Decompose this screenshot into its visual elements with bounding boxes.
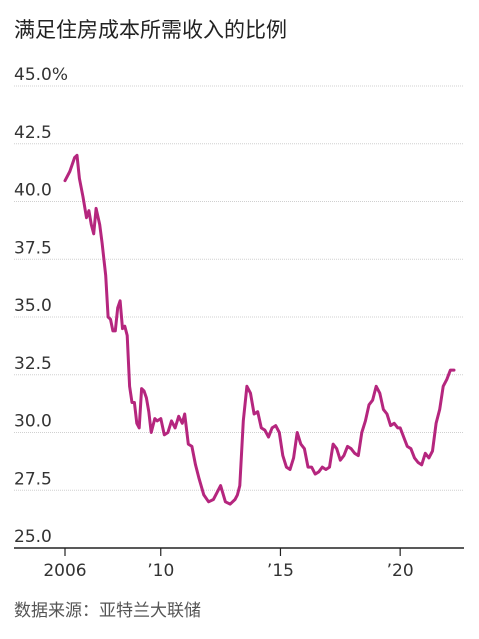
x-tick-label: ’20 [387, 561, 414, 581]
y-tick-label: 27.5 [14, 469, 52, 489]
y-tick-label: 32.5 [14, 354, 52, 374]
x-tick-label: 2006 [43, 561, 86, 581]
y-tick-label: 42.5 [14, 123, 52, 143]
series-line [63, 153, 456, 506]
y-tick-label: 35.0 [14, 296, 52, 316]
y-tick-label: 40.0 [14, 181, 52, 201]
x-tick-label: ’15 [267, 561, 294, 581]
source-note: 数据来源：亚特兰大联储 [14, 601, 201, 621]
y-tick-label: 25.0 [14, 527, 52, 547]
x-axis: 2006 ’10 ’15 ’20 [43, 548, 414, 581]
x-tick-label: ’10 [147, 561, 174, 581]
y-tick-label: 37.5 [14, 238, 52, 258]
y-tick-labels: 25.0 27.5 30.0 32.5 35.0 37.5 40.0 42.5 45.0% [14, 65, 68, 547]
series-layer [63, 153, 456, 506]
y-tick-label: 30.0 [14, 412, 52, 432]
chart-title: 满足住房成本所需收入的比例 [14, 18, 287, 42]
y-tick-label: 45.0% [14, 65, 68, 85]
